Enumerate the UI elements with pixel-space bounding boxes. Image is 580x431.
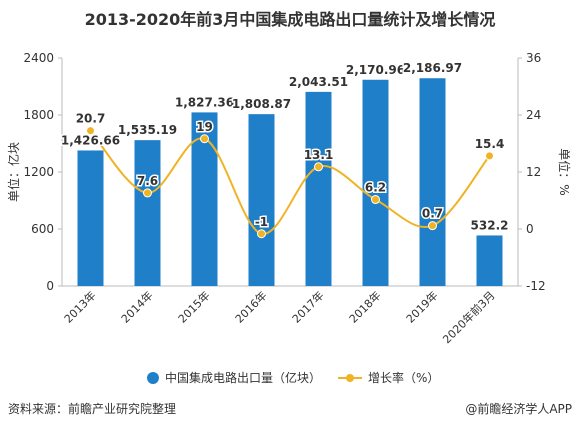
growth-rate-line xyxy=(89,130,491,235)
growth-rate-point xyxy=(257,229,266,239)
brand-note: @前瞻经济学人APP xyxy=(465,402,572,416)
bar-value-label: 2,170.96 xyxy=(346,63,405,77)
growth-rate-value-label: 13.1 xyxy=(304,148,334,162)
growth-rate-value-label: 0.7 xyxy=(422,207,443,221)
y-right-tick-label: 36 xyxy=(526,51,541,65)
bar-value-label: 1,827.36 xyxy=(175,95,234,109)
y-left-tick-label: 2400 xyxy=(23,51,54,65)
bar xyxy=(476,235,503,286)
growth-rate-value-label: -1 xyxy=(255,215,268,229)
bar-value-label: 1,426.66 xyxy=(61,133,120,147)
bar-value-label: 1,808.87 xyxy=(232,97,291,111)
y-right-axis-title: 单位：% xyxy=(557,148,572,195)
x-tick-label: 2014年 xyxy=(118,288,155,325)
y-left-tick-label: 1200 xyxy=(23,165,54,179)
legend-line-marker xyxy=(346,374,354,382)
growth-rate-value-label: 6.2 xyxy=(365,181,386,195)
bar xyxy=(362,79,389,287)
y-right-tick-label: -12 xyxy=(526,279,546,293)
legend-bar-label: 中国集成电路出口量（亿块） xyxy=(165,370,321,385)
growth-rate-point xyxy=(485,151,494,161)
growth-rate-value-label: 15.4 xyxy=(475,137,505,151)
growth-rate-value-label: 7.6 xyxy=(137,174,158,188)
bar xyxy=(419,78,446,286)
x-tick-label: 2016年 xyxy=(232,288,269,325)
x-tick-label: 2018年 xyxy=(346,288,383,325)
x-tick-label: 2020年前3月 xyxy=(440,288,498,346)
bar xyxy=(77,150,104,286)
legend-line-label: 增长率（%） xyxy=(368,370,439,385)
y-left-tick-label: 0 xyxy=(46,279,54,293)
growth-rate-point xyxy=(314,162,323,172)
chart-title: 2013-2020年前3月中国集成电路出口量统计及增长情况 xyxy=(84,10,496,29)
y-left-tick-label: 600 xyxy=(31,222,54,236)
growth-rate-point xyxy=(143,188,152,198)
legend-bar-swatch xyxy=(147,372,159,384)
x-tick-label: 2017年 xyxy=(289,288,326,325)
x-tick-label: 2015年 xyxy=(175,288,212,325)
growth-rate-point xyxy=(371,195,380,205)
y-left-tick-label: 1800 xyxy=(23,108,54,122)
growth-rate-point xyxy=(428,221,437,231)
bar-value-label: 2,043.51 xyxy=(289,75,348,89)
y-right-tick-label: 12 xyxy=(526,165,541,179)
growth-rate-value-label: 19 xyxy=(196,120,213,134)
bar-value-label: 1,535.19 xyxy=(118,123,177,137)
x-tick-label: 2013年 xyxy=(61,288,98,325)
growth-rate-point xyxy=(86,126,95,136)
y-right-tick-label: 24 xyxy=(526,108,541,122)
growth-rate-value-label: 20.7 xyxy=(76,112,106,126)
bar xyxy=(305,91,332,286)
bar xyxy=(134,140,161,286)
bar-value-label: 2,186.97 xyxy=(403,61,462,75)
source-note: 资料来源：前瞻产业研究院整理 xyxy=(8,402,177,416)
bar xyxy=(248,114,275,286)
growth-rate-point xyxy=(200,134,209,144)
x-tick-label: 2019年 xyxy=(403,288,440,325)
y-left-axis-title: 单位：亿块 xyxy=(6,142,21,202)
y-right-tick-label: 0 xyxy=(526,222,534,236)
bar-value-label: 532.2 xyxy=(471,218,509,232)
